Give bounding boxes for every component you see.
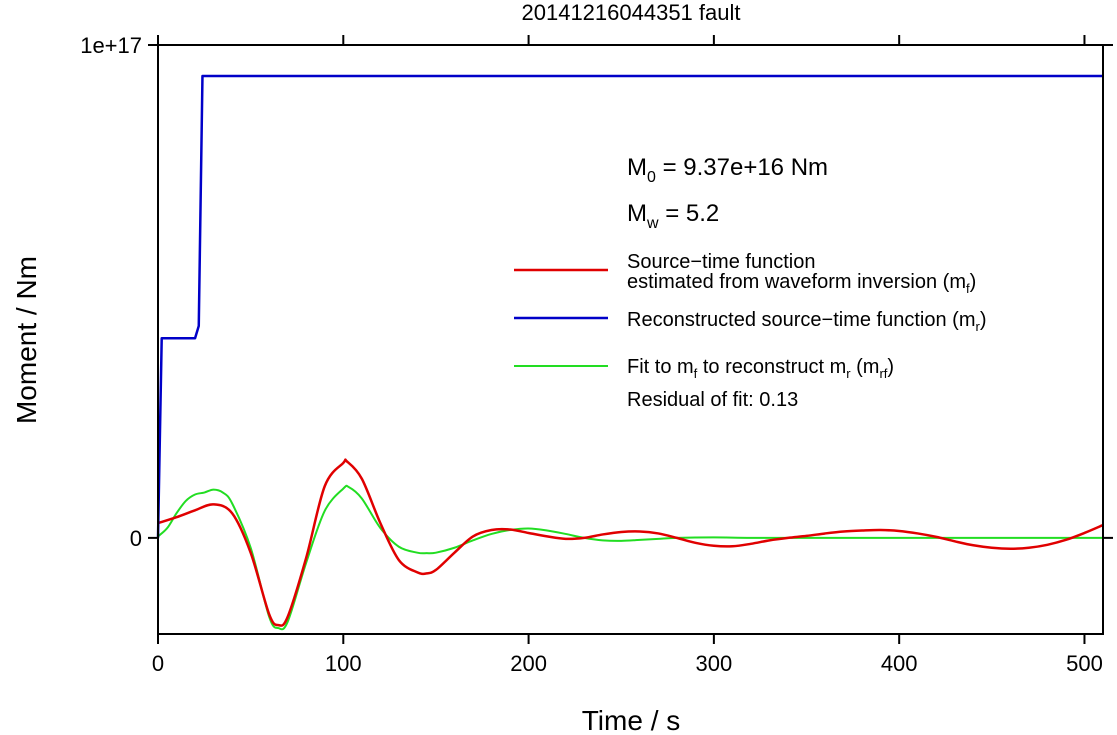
legend-fit-close: )	[887, 356, 894, 378]
plot-frame	[157, 44, 1104, 635]
y-tick-label: 1e+17	[80, 33, 142, 58]
y-axis-label: Moment / Nm	[11, 256, 42, 424]
legend-reconstructed-sub: r	[976, 319, 981, 334]
m0-annotation: M0 = 9.37e+16 Nm	[627, 154, 828, 186]
series-line-fit	[157, 484, 1103, 631]
mw-symbol: M	[627, 200, 647, 227]
legend-label-reconstructed: Reconstructed source−time function (mr)	[627, 309, 987, 334]
m0-value: = 9.37e+16 Nm	[656, 154, 828, 181]
legend-fit-sub2: r	[846, 366, 851, 381]
y-tick-label: 0	[130, 526, 142, 551]
x-axis-label: Time / s	[582, 705, 681, 735]
legend-reconstructed-close: )	[980, 309, 987, 331]
legend-fit-text3: (m	[851, 356, 880, 378]
legend-fit-sub3: rf	[879, 366, 887, 381]
chart-title: 20141216044351 fault	[522, 0, 741, 25]
x-tick-label: 100	[325, 651, 362, 676]
x-tick-label: 300	[696, 651, 733, 676]
mw-value: = 5.2	[659, 200, 720, 227]
legend-source-time-sub: f	[966, 281, 970, 296]
legend-label-source-time-line2: estimated from waveform inversion (mf)	[627, 271, 976, 296]
legend: Source−time function estimated from wave…	[514, 251, 987, 411]
legend-label-fit: Fit to mf to reconstruct mr (mrf)	[627, 356, 894, 381]
x-tick-label: 500	[1066, 651, 1103, 676]
legend-fit-sub1: f	[694, 366, 698, 381]
axis-layer: 0 100 200 300 400 500 0 1e+17	[80, 33, 1113, 676]
legend-fit-text1: Fit to m	[627, 356, 694, 378]
mw-subscript: w	[646, 215, 659, 232]
x-tick-label: 0	[152, 651, 164, 676]
series-line-source-time-function	[157, 458, 1104, 627]
legend-fit-text2: to reconstruct m	[697, 356, 846, 378]
legend-source-time-text: estimated from waveform inversion (m	[627, 271, 966, 293]
residual-annotation: Residual of fit: 0.13	[627, 389, 798, 411]
legend-reconstructed-text: Reconstructed source−time function (m	[627, 309, 976, 331]
mw-annotation: Mw = 5.2	[627, 200, 719, 232]
m0-symbol: M	[627, 154, 647, 181]
legend-label-source-time-line1: Source−time function	[627, 251, 815, 273]
x-tick-label: 200	[510, 651, 547, 676]
m0-subscript: 0	[647, 169, 656, 186]
x-tick-label: 400	[881, 651, 918, 676]
legend-source-time-close: )	[970, 271, 977, 293]
series-line-reconstructed	[156, 74, 1103, 538]
series-layer	[156, 74, 1104, 631]
